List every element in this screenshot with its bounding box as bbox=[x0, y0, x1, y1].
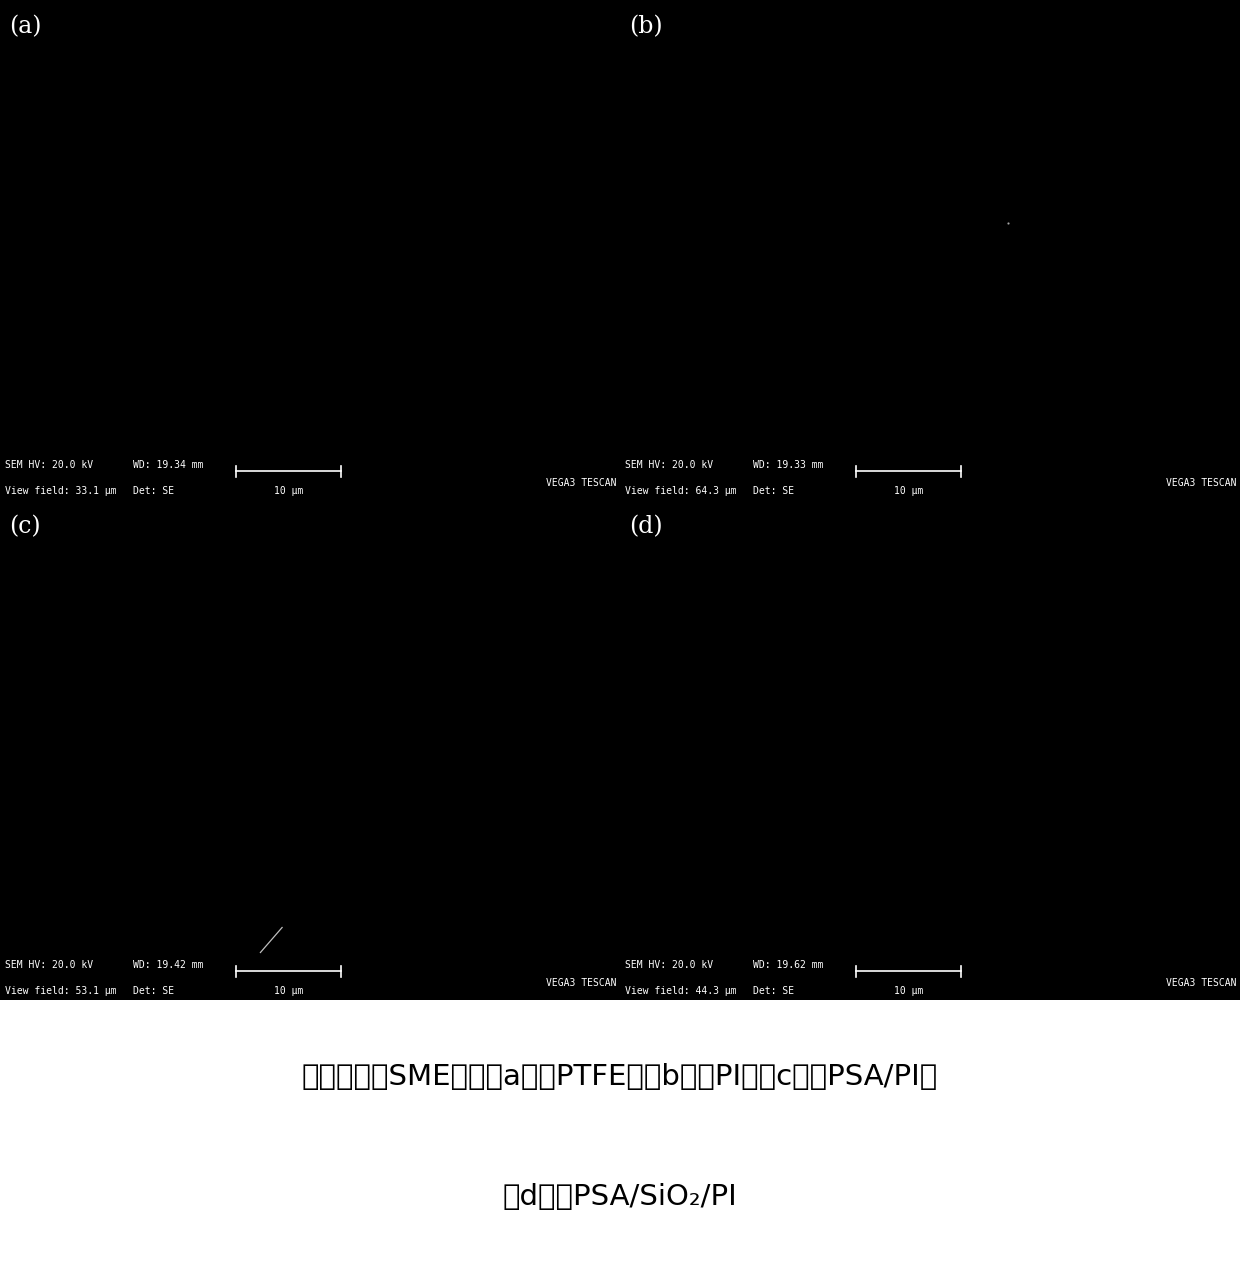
Text: View field: 33.1 μm: View field: 33.1 μm bbox=[5, 485, 117, 496]
Text: Det: SE: Det: SE bbox=[134, 485, 175, 496]
Text: (a): (a) bbox=[9, 15, 42, 38]
Text: 10 μm: 10 μm bbox=[894, 485, 923, 496]
Text: Det: SE: Det: SE bbox=[134, 986, 175, 996]
Text: VEGA3 TESCAN: VEGA3 TESCAN bbox=[1167, 478, 1238, 488]
Text: VEGA3 TESCAN: VEGA3 TESCAN bbox=[547, 478, 618, 488]
Text: WD: 19.33 mm: WD: 19.33 mm bbox=[753, 460, 823, 470]
Text: SEM HV: 20.0 kV: SEM HV: 20.0 kV bbox=[5, 961, 93, 970]
Text: 10 μm: 10 μm bbox=[274, 986, 303, 996]
Text: Det: SE: Det: SE bbox=[753, 986, 795, 996]
Text: View field: 53.1 μm: View field: 53.1 μm bbox=[5, 986, 117, 996]
Text: 四种隔膜的SME图，（a）是PTFE、（b）是PI、（c）是PSA/PI、: 四种隔膜的SME图，（a）是PTFE、（b）是PI、（c）是PSA/PI、 bbox=[301, 1063, 939, 1091]
Text: （d）是PSA/SiO₂/PI: （d）是PSA/SiO₂/PI bbox=[502, 1184, 738, 1212]
Text: Det: SE: Det: SE bbox=[753, 485, 795, 496]
Text: 10 μm: 10 μm bbox=[274, 485, 303, 496]
Text: WD: 19.62 mm: WD: 19.62 mm bbox=[753, 961, 823, 970]
Text: SEM HV: 20.0 kV: SEM HV: 20.0 kV bbox=[5, 460, 93, 470]
Text: (b): (b) bbox=[629, 15, 663, 38]
Text: View field: 44.3 μm: View field: 44.3 μm bbox=[625, 986, 737, 996]
Text: WD: 19.42 mm: WD: 19.42 mm bbox=[134, 961, 203, 970]
Text: VEGA3 TESCAN: VEGA3 TESCAN bbox=[547, 978, 618, 989]
Text: SEM HV: 20.0 kV: SEM HV: 20.0 kV bbox=[625, 961, 713, 970]
Text: VEGA3 TESCAN: VEGA3 TESCAN bbox=[1167, 978, 1238, 989]
Text: SEM HV: 20.0 kV: SEM HV: 20.0 kV bbox=[625, 460, 713, 470]
Text: (c): (c) bbox=[9, 515, 41, 538]
Text: View field: 64.3 μm: View field: 64.3 μm bbox=[625, 485, 737, 496]
Text: 10 μm: 10 μm bbox=[894, 986, 923, 996]
Text: WD: 19.34 mm: WD: 19.34 mm bbox=[134, 460, 203, 470]
Text: (d): (d) bbox=[629, 515, 663, 538]
